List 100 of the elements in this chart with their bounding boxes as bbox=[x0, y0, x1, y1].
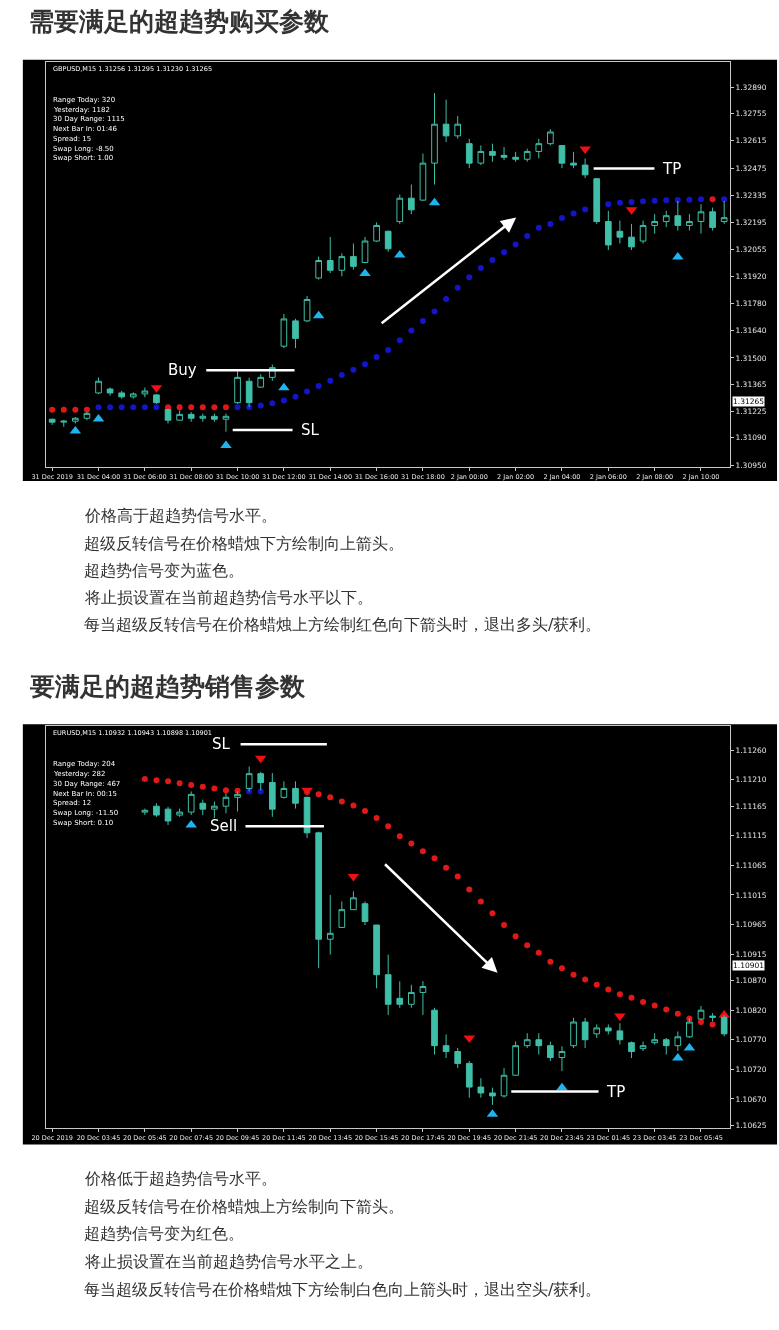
point bbox=[489, 910, 496, 917]
point bbox=[570, 971, 577, 978]
candlestick bbox=[211, 800, 218, 819]
point bbox=[141, 775, 148, 782]
candlestick bbox=[419, 153, 427, 202]
annotation: Sell bbox=[210, 817, 238, 835]
candlestick bbox=[593, 1023, 601, 1039]
point bbox=[616, 199, 623, 206]
point bbox=[304, 388, 311, 395]
point bbox=[628, 198, 635, 205]
chart-title: 需要满足的超趋势购买参数 bbox=[29, 7, 330, 36]
candlestick bbox=[48, 418, 56, 426]
candlestick bbox=[535, 1032, 543, 1056]
point bbox=[338, 798, 345, 805]
candlestick bbox=[512, 151, 519, 163]
candlestick bbox=[581, 157, 589, 179]
candlestick bbox=[187, 790, 195, 816]
candlestick bbox=[616, 220, 624, 245]
candlestick bbox=[628, 223, 635, 251]
candlestick bbox=[396, 980, 404, 1009]
candlestick bbox=[245, 766, 253, 792]
point bbox=[663, 197, 670, 204]
candlestick bbox=[211, 413, 218, 423]
point bbox=[141, 404, 148, 411]
point bbox=[362, 361, 368, 368]
point bbox=[431, 855, 438, 862]
text: 超级反转信号在价格蜡烛下方绘制向上箭头。 bbox=[84, 534, 404, 553]
point bbox=[49, 406, 56, 413]
point bbox=[408, 327, 415, 334]
point bbox=[278, 382, 290, 391]
point bbox=[188, 404, 195, 411]
point bbox=[153, 404, 160, 411]
candlestick bbox=[547, 1041, 554, 1062]
point bbox=[698, 1019, 704, 1026]
point bbox=[489, 256, 496, 263]
candlestick bbox=[315, 256, 322, 281]
point bbox=[165, 778, 172, 785]
point bbox=[674, 1010, 681, 1017]
point bbox=[686, 196, 693, 203]
candlestick bbox=[361, 900, 369, 926]
candlestick bbox=[523, 1032, 531, 1049]
candlestick bbox=[465, 1060, 473, 1099]
candlestick bbox=[303, 295, 311, 323]
candlestick bbox=[245, 377, 253, 408]
point bbox=[709, 196, 716, 203]
point bbox=[350, 366, 357, 373]
candlestick bbox=[454, 115, 462, 140]
point bbox=[118, 404, 125, 411]
annotation: Buy bbox=[168, 361, 197, 379]
point bbox=[107, 404, 114, 411]
point bbox=[466, 886, 473, 893]
annotation: SL bbox=[212, 735, 231, 753]
candlestick bbox=[187, 411, 195, 423]
candlestick bbox=[315, 831, 322, 969]
candlestick bbox=[558, 1045, 566, 1072]
candlestick bbox=[373, 924, 380, 989]
point bbox=[211, 404, 218, 411]
point bbox=[396, 833, 403, 840]
point bbox=[443, 864, 450, 871]
point bbox=[535, 949, 542, 956]
candlestick bbox=[396, 193, 404, 225]
candlestick bbox=[709, 207, 716, 232]
candlestick bbox=[523, 148, 531, 163]
candlestick bbox=[141, 808, 149, 816]
candlestick bbox=[616, 1022, 624, 1045]
text: 价格高于超趋势信号水平。 bbox=[84, 506, 277, 525]
point bbox=[501, 922, 508, 929]
point bbox=[408, 840, 415, 847]
point bbox=[512, 241, 519, 248]
point bbox=[153, 777, 160, 784]
point bbox=[257, 788, 264, 795]
candlestick bbox=[604, 210, 612, 251]
point bbox=[640, 998, 647, 1005]
candlestick bbox=[234, 790, 241, 813]
candlestick bbox=[384, 230, 392, 253]
point bbox=[176, 404, 183, 411]
point bbox=[130, 404, 137, 411]
text: 每当超级反转信号在价格蜡烛下方绘制白色向上箭头时，退出空头/获利。 bbox=[84, 1280, 602, 1299]
candlestick bbox=[384, 954, 392, 1016]
candlestick bbox=[338, 252, 346, 277]
point bbox=[512, 933, 519, 940]
point bbox=[709, 1021, 716, 1028]
point bbox=[188, 781, 195, 788]
chart-title: 要满足的超趋势销售参数 bbox=[29, 672, 306, 701]
annotation: TP bbox=[662, 160, 682, 178]
point bbox=[176, 780, 183, 787]
point bbox=[315, 383, 322, 390]
point bbox=[419, 318, 426, 325]
point bbox=[640, 198, 647, 205]
point bbox=[257, 402, 264, 409]
point bbox=[477, 265, 484, 272]
candlestick bbox=[442, 99, 450, 143]
point bbox=[547, 220, 554, 227]
annotation: TP bbox=[606, 1083, 626, 1101]
candlestick bbox=[581, 1017, 589, 1049]
candlestick bbox=[419, 980, 427, 1016]
candlestick bbox=[141, 386, 149, 398]
point bbox=[419, 848, 426, 855]
candlestick bbox=[651, 1032, 658, 1045]
point bbox=[385, 823, 392, 830]
